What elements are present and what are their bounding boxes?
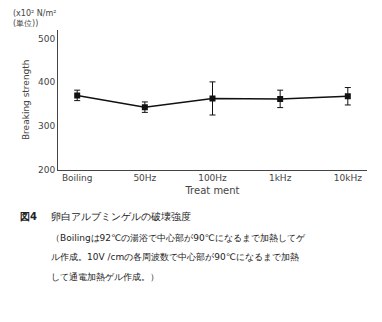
svg-text:(x10² N/m²(単位)): (x10² N/m²(単位)) — [13, 9, 56, 28]
svg-text:100Hz: 100Hz — [198, 173, 227, 183]
svg-text:して通電加熱ゲル作成。）: して通電加熱ゲル作成。） — [51, 272, 159, 282]
svg-text:卵白アルブミンゲルの破壊強度: 卵白アルブミンゲルの破壊強度 — [51, 211, 191, 222]
svg-text:Treat ment: Treat ment — [184, 185, 239, 196]
svg-text:1kHz: 1kHz — [269, 173, 292, 183]
svg-text:300: 300 — [38, 121, 55, 131]
svg-text:400: 400 — [38, 77, 55, 87]
svg-text:Boiling: Boiling — [62, 173, 93, 183]
svg-text:（Boilingは92℃の湯浴で中心部が90℃になるまで加熱: （Boilingは92℃の湯浴で中心部が90℃になるまで加熱してゲ — [51, 233, 306, 243]
svg-text:500: 500 — [38, 34, 55, 44]
svg-text:ル作成。10V /cmの各周波数で中心部が90℃になるまで加: ル作成。10V /cmの各周波数で中心部が90℃になるまで加熱 — [51, 252, 299, 262]
svg-text:200: 200 — [38, 165, 55, 175]
svg-text:50Hz: 50Hz — [133, 173, 156, 183]
svg-text:図4: 図4 — [20, 211, 37, 222]
svg-text:10kHz: 10kHz — [334, 173, 362, 183]
svg-text:Breaking strength: Breaking strength — [21, 59, 31, 140]
